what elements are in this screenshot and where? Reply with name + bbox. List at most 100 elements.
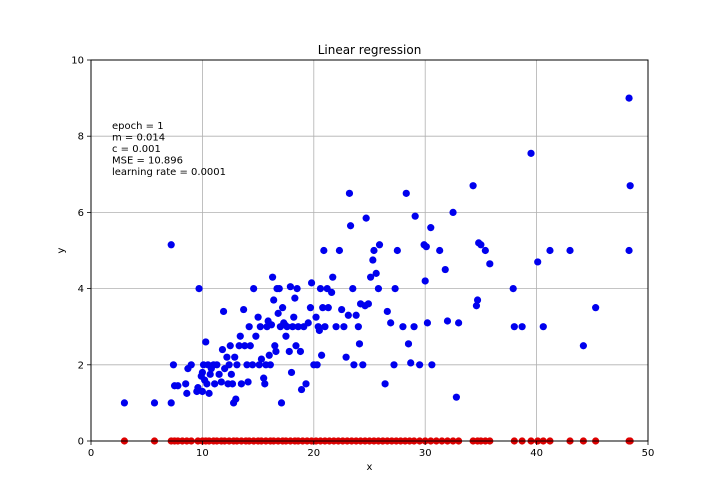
chart-title: Linear regression	[318, 43, 422, 57]
data-point	[390, 361, 398, 369]
data-point	[566, 246, 574, 255]
data-point	[211, 380, 219, 388]
data-point	[195, 285, 203, 293]
data-point	[227, 370, 235, 378]
data-point	[248, 361, 257, 369]
data-point	[441, 265, 449, 274]
data-point	[452, 393, 460, 401]
x-tick-label: 10	[196, 448, 209, 459]
annotation-line: c = 0.001	[112, 144, 161, 155]
data-point	[319, 304, 327, 312]
data-point	[266, 361, 274, 369]
y-tick-label: 6	[78, 208, 84, 219]
x-tick-label: 40	[530, 448, 543, 459]
data-point	[477, 241, 485, 249]
data-point	[257, 355, 266, 363]
data-point	[329, 273, 337, 281]
data-point	[270, 296, 278, 304]
data-point	[332, 323, 340, 331]
data-point	[203, 380, 211, 388]
annotation-line: m = 0.014	[112, 133, 165, 144]
data-point	[374, 285, 383, 293]
data-point	[167, 241, 175, 249]
data-point	[355, 340, 364, 348]
data-point	[473, 296, 482, 304]
data-point	[290, 313, 298, 321]
data-point	[346, 222, 355, 230]
data-point	[232, 395, 240, 403]
data-point	[316, 285, 325, 293]
data-point	[320, 246, 328, 255]
data-point	[231, 353, 239, 361]
data-point	[235, 342, 243, 350]
data-point	[354, 323, 362, 331]
data-point	[215, 370, 223, 378]
data-point	[206, 370, 214, 378]
data-point	[625, 246, 633, 255]
data-point	[367, 273, 375, 281]
data-point	[150, 399, 159, 407]
data-point	[518, 323, 526, 331]
data-point	[187, 361, 195, 369]
data-point	[449, 208, 457, 216]
data-point	[364, 300, 372, 308]
data-point	[422, 243, 430, 251]
data-point	[423, 319, 432, 327]
data-point	[252, 332, 260, 340]
data-point	[213, 361, 221, 369]
data-point	[455, 319, 463, 327]
data-point	[304, 319, 312, 327]
data-point	[265, 351, 273, 359]
data-point	[245, 323, 253, 331]
data-point	[317, 351, 326, 359]
data-point	[256, 323, 264, 331]
data-point	[345, 189, 354, 197]
data-point	[312, 313, 320, 321]
data-point	[421, 277, 429, 285]
data-point	[344, 311, 352, 319]
data-point	[225, 361, 233, 369]
data-point	[174, 382, 182, 390]
data-point	[383, 307, 391, 316]
data-point	[335, 246, 344, 255]
data-point	[342, 353, 350, 361]
data-point	[279, 304, 287, 312]
data-point	[296, 347, 305, 356]
data-point	[272, 347, 280, 356]
annotation-line: MSE = 10.896	[112, 156, 183, 167]
data-point	[306, 304, 315, 312]
data-point	[244, 378, 252, 386]
data-point	[546, 246, 554, 255]
y-tick-label: 4	[78, 284, 84, 295]
data-point	[183, 389, 191, 397]
data-point	[427, 224, 435, 232]
data-point	[228, 380, 237, 388]
data-point	[282, 332, 290, 340]
data-point	[240, 305, 248, 314]
data-point	[579, 342, 587, 350]
data-point	[291, 294, 299, 302]
data-point	[338, 305, 346, 314]
data-point	[287, 368, 296, 377]
data-point	[625, 94, 633, 102]
data-point	[255, 361, 263, 369]
y-tick-label: 10	[71, 56, 84, 67]
data-point	[313, 361, 321, 369]
data-point	[349, 285, 357, 293]
data-point	[289, 323, 297, 331]
data-point	[286, 283, 295, 291]
x-tick-label: 30	[419, 448, 432, 459]
data-point	[592, 304, 600, 312]
data-point	[340, 323, 348, 331]
data-point	[402, 189, 410, 197]
data-point	[387, 319, 395, 327]
data-point	[169, 361, 178, 369]
data-point	[268, 273, 277, 281]
data-point	[324, 304, 332, 312]
data-point	[411, 212, 419, 220]
data-point	[393, 246, 401, 255]
data-point	[375, 241, 384, 249]
data-point	[233, 361, 241, 369]
data-point	[350, 361, 358, 369]
